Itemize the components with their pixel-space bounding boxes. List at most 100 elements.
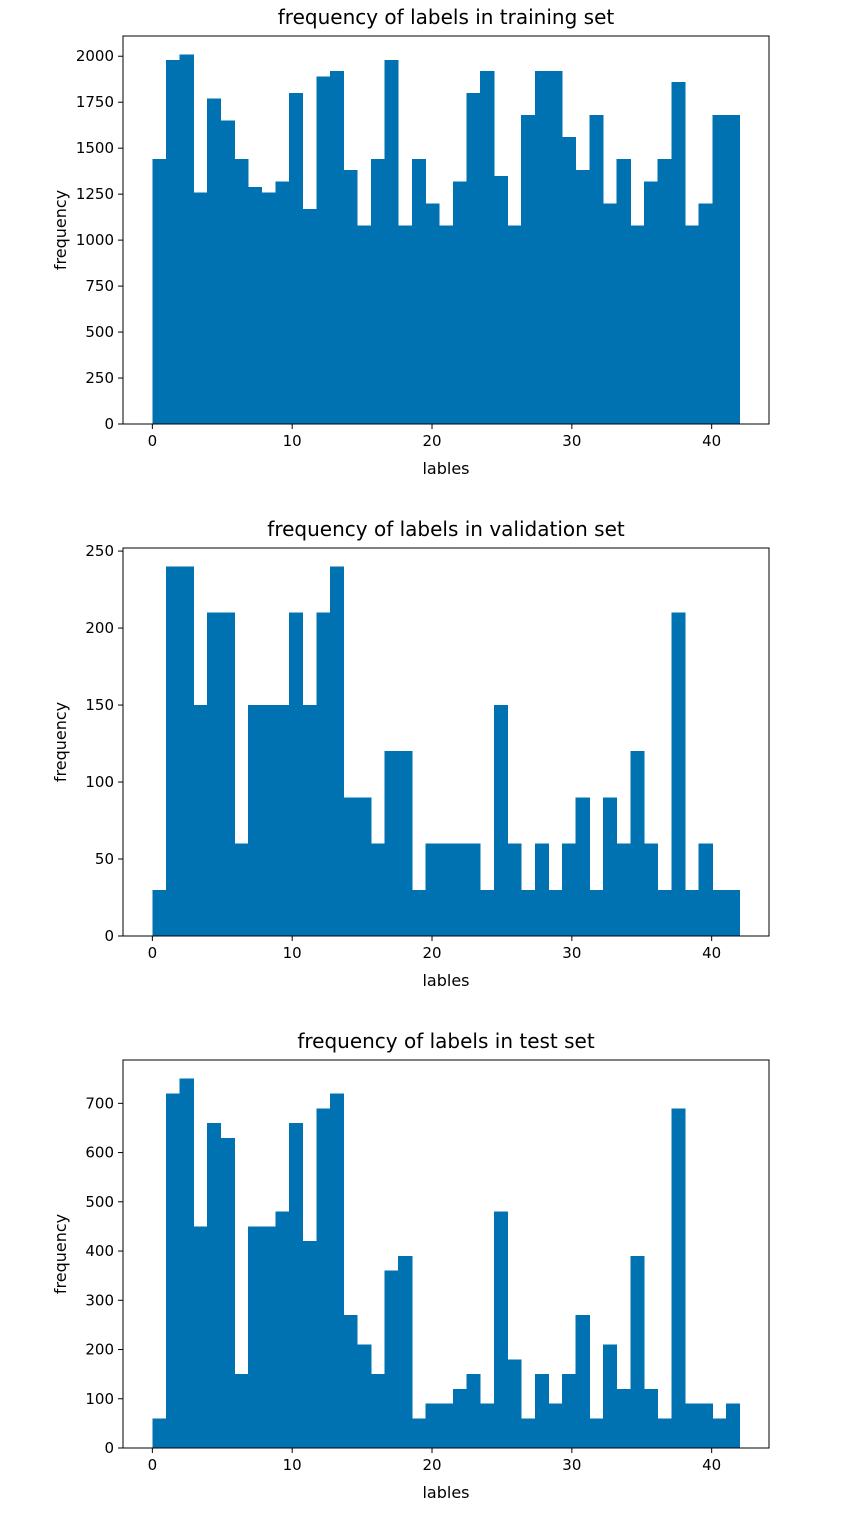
histogram-bar	[152, 159, 167, 424]
histogram-bar	[357, 1344, 372, 1448]
chart-title: frequency of labels in validation set	[267, 517, 625, 541]
histogram-bar	[357, 225, 372, 424]
bar-group	[152, 566, 741, 936]
y-tick-label: 700	[85, 1094, 114, 1112]
y-tick-label: 500	[85, 323, 114, 341]
histogram-bar	[671, 1108, 686, 1448]
histogram-bar	[411, 159, 427, 424]
histogram-bar	[698, 1403, 713, 1448]
x-tick-label: 30	[562, 944, 581, 962]
histogram-bar	[725, 889, 741, 936]
histogram-bar	[288, 93, 304, 425]
y-tick-label: 600	[85, 1144, 114, 1162]
histogram-bar	[575, 1315, 590, 1448]
y-tick-label: 150	[85, 696, 114, 714]
histogram-bar	[152, 1418, 167, 1448]
y-tick-label: 1750	[76, 93, 114, 111]
histogram-bar	[466, 93, 481, 425]
histogram-bar	[152, 889, 167, 936]
histogram-bar	[316, 76, 331, 424]
histogram-bar	[507, 1359, 522, 1448]
histogram-bar	[616, 1388, 631, 1448]
histogram-bar	[166, 566, 181, 936]
histogram-bar	[343, 797, 358, 936]
histogram-bar	[616, 843, 631, 936]
histogram-bar	[439, 843, 454, 936]
histogram-bar	[698, 203, 713, 424]
histogram-bar	[343, 1315, 358, 1448]
histogram-bar	[425, 843, 440, 936]
y-tick-label: 400	[85, 1242, 114, 1260]
chart-svg: frequency of labels in training set 0 10 20…	[51, 5, 770, 478]
histogram-bar	[370, 159, 386, 424]
histogram-bar	[521, 115, 536, 424]
histogram-bar	[398, 1255, 413, 1448]
histogram-bar	[329, 70, 345, 424]
axes-frame	[122, 1059, 770, 1449]
histogram-bar	[411, 889, 427, 936]
histogram-bar	[603, 797, 618, 936]
y-tick-label: 250	[85, 542, 114, 560]
y-tick-label: 750	[85, 277, 114, 295]
histogram-bar	[480, 1403, 495, 1448]
histogram-bar	[575, 170, 590, 424]
histogram-bar	[671, 81, 686, 425]
histogram-bar	[644, 181, 659, 424]
histogram-bar	[712, 1418, 727, 1448]
histogram-bar	[261, 705, 276, 936]
y-tick-label: 1500	[76, 139, 114, 157]
histogram-bar	[480, 70, 495, 424]
y-tick-label: 300	[85, 1291, 114, 1309]
histogram-bar	[603, 1344, 618, 1448]
histogram-bar	[316, 1108, 331, 1448]
y-axis-label: frequency	[51, 702, 70, 782]
y-tick-label: 200	[85, 619, 114, 637]
histogram-bar	[275, 705, 290, 936]
y-tick-label: 250	[85, 369, 114, 387]
histogram-bar	[507, 225, 522, 424]
histogram-bar	[316, 612, 331, 936]
x-tick-label: 0	[148, 432, 158, 450]
histogram-bar	[521, 1418, 536, 1448]
histogram-bar	[411, 1418, 427, 1448]
chart-svg: frequency of labels in test set 0 10 20 30 40…	[51, 1029, 770, 1502]
y-tick-label: 500	[85, 1193, 114, 1211]
histogram-bar	[206, 1123, 222, 1448]
histogram-bar	[357, 797, 372, 936]
histogram-bar	[343, 170, 358, 424]
histogram-bar	[493, 705, 508, 936]
histogram-bar	[603, 203, 618, 424]
histogram-bar	[179, 54, 194, 425]
axes-frame	[122, 547, 770, 937]
histogram-bar	[657, 1418, 672, 1448]
histogram-bar	[452, 843, 467, 936]
histogram-bar	[712, 889, 727, 936]
histogram-bar	[329, 1093, 345, 1448]
histogram-bar	[725, 115, 741, 424]
y-tick-label: 1250	[76, 185, 114, 203]
histogram-bar	[288, 612, 304, 936]
x-tick-label: 30	[562, 432, 581, 450]
test-set-histogram: frequency of labels in test set 0 10 20 30 40…	[0, 1024, 846, 1529]
histogram-bar	[261, 1226, 276, 1448]
histogram-bar	[534, 70, 549, 424]
chart-title: frequency of labels in test set	[297, 1029, 595, 1053]
y-axis-label: frequency	[51, 1214, 70, 1294]
histogram-bar	[234, 1374, 249, 1448]
x-tick-label: 20	[422, 432, 441, 450]
x-axis-label: lables	[422, 1483, 469, 1502]
y-tick-label: 1000	[76, 231, 114, 249]
histogram-bar	[166, 59, 181, 424]
histogram-bar	[548, 70, 563, 424]
histogram-bar	[493, 1211, 508, 1448]
histogram-bar	[398, 225, 413, 424]
histogram-bar	[179, 566, 194, 936]
validation-set-histogram: frequency of labels in validation set 0 10…	[0, 512, 846, 1017]
histogram-bar	[206, 612, 222, 936]
axes-frame	[122, 35, 770, 425]
x-tick-label: 0	[148, 944, 158, 962]
histogram-bar	[685, 889, 700, 936]
histogram-bar	[548, 1403, 563, 1448]
x-tick-label: 10	[283, 1456, 302, 1474]
x-tick-label: 20	[422, 944, 441, 962]
